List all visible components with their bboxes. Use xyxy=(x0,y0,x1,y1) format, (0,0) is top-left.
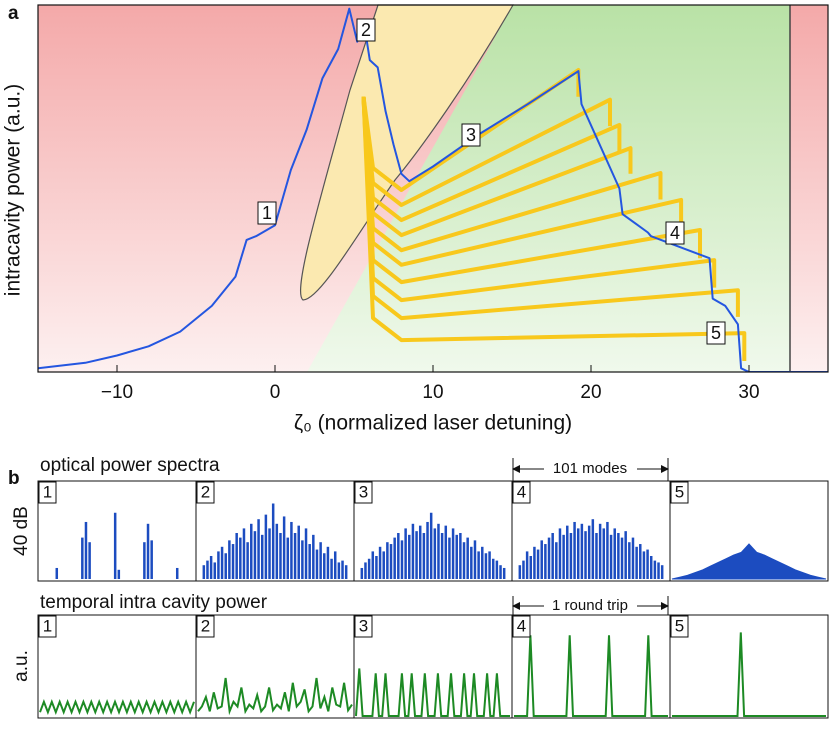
annotation: 2 xyxy=(361,20,371,40)
panel-number-box xyxy=(196,615,215,638)
panel-number-box xyxy=(670,615,689,638)
panel-number-box xyxy=(670,481,689,504)
power-trace xyxy=(39,698,195,716)
x-tick-label: 30 xyxy=(738,382,759,403)
temporal-y-label: a.u. xyxy=(11,650,32,682)
panel-number: 3 xyxy=(359,482,368,501)
x-axis-label: ζ₀ (normalized laser detuning) xyxy=(294,412,572,435)
x-tick-label: −10 xyxy=(101,382,133,403)
panel-number: 1 xyxy=(43,482,52,501)
spectral-envelope xyxy=(671,543,827,580)
curve xyxy=(361,96,747,361)
x-tick-label: 20 xyxy=(580,382,601,403)
span-label: 1 round trip xyxy=(552,597,628,614)
y-axis-label: intracavity power (a.u.) xyxy=(2,84,25,296)
panel-number: 5 xyxy=(675,616,684,635)
x-tick-label: 0 xyxy=(270,382,281,403)
panel-number: 2 xyxy=(201,616,210,635)
panel-number: 4 xyxy=(517,616,526,635)
power-trace xyxy=(672,632,826,717)
panel-frame xyxy=(511,480,671,582)
panel-frame xyxy=(37,480,197,582)
panel-number: 2 xyxy=(201,482,210,501)
panel-number-box xyxy=(512,615,531,638)
annotation-box xyxy=(257,201,277,225)
annotation: 4 xyxy=(670,223,680,243)
annotation-box xyxy=(665,221,685,245)
temporal-title: temporal intra cavity power xyxy=(40,592,268,613)
span-label: 101 modes xyxy=(553,460,627,477)
panel-number-box xyxy=(38,481,57,504)
annotation-box xyxy=(356,18,376,42)
power-trace xyxy=(355,668,510,717)
panel-number: 5 xyxy=(675,482,684,501)
panel-number-box xyxy=(354,481,373,504)
panel-number-box xyxy=(38,615,57,638)
spectra-y-label: 40 dB xyxy=(11,506,32,556)
panel-number: 4 xyxy=(517,482,526,501)
soliton-region xyxy=(307,5,790,372)
panel-frame xyxy=(37,614,197,719)
panel-label: b xyxy=(8,468,20,489)
panel-number: 3 xyxy=(359,616,368,635)
panel-frame xyxy=(195,480,355,582)
curve xyxy=(38,7,828,372)
annotation-box xyxy=(461,123,481,147)
x-tick-label: 10 xyxy=(422,382,443,403)
panel-number-box xyxy=(512,481,531,504)
annotation: 1 xyxy=(262,203,272,223)
panel-number-box xyxy=(354,615,373,638)
annotation-box xyxy=(706,321,726,345)
panel-number-box xyxy=(196,481,215,504)
annotation: 5 xyxy=(711,323,721,343)
panel-frame xyxy=(669,614,829,719)
spectra-title: optical power spectra xyxy=(40,455,220,476)
panel-number: 1 xyxy=(43,616,52,635)
power-trace xyxy=(514,635,668,717)
breather-region xyxy=(299,4,515,301)
panel-frame xyxy=(511,614,671,719)
panel-label: a xyxy=(8,3,19,24)
plot-a xyxy=(38,7,828,372)
panel-frame xyxy=(353,480,513,582)
annotation: 3 xyxy=(466,125,476,145)
power-trace xyxy=(197,677,353,716)
